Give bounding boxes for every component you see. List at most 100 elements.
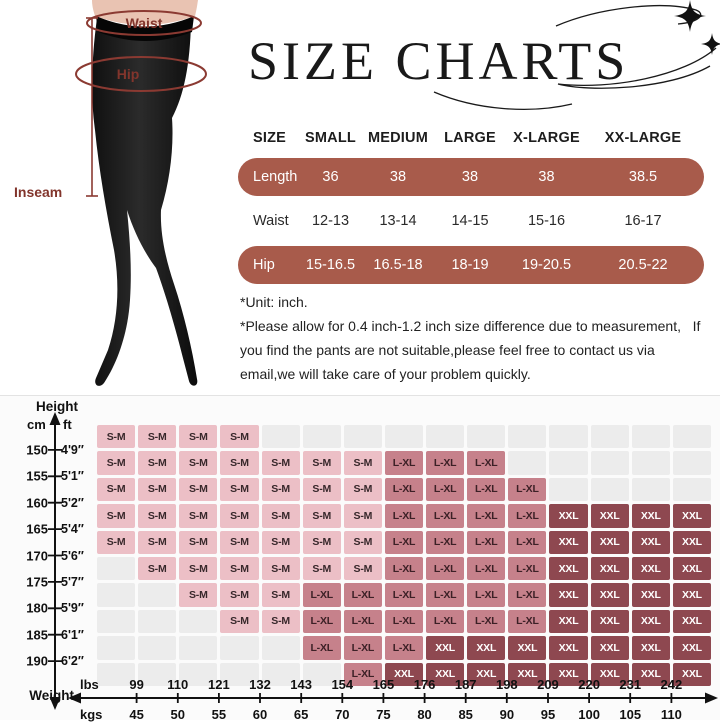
empty-cell xyxy=(590,425,629,449)
kgs-tick-label: 80 xyxy=(417,707,432,722)
size-cell-xxl: XXL xyxy=(549,609,588,634)
empty-cell xyxy=(220,636,259,660)
empty-cell xyxy=(97,662,136,686)
size-cell-sm: S-M xyxy=(179,425,218,449)
kgs-tick-label: 85 xyxy=(458,707,473,722)
cm-tick-label: 170 xyxy=(26,548,48,563)
size-cell-xxl: XXL xyxy=(672,530,711,554)
size-cell-xxl: XXL xyxy=(590,556,629,581)
size-chart-panel: Waist Hip Inseam SIZE CHARTS xyxy=(14,0,720,386)
weight-axis-title: Weight xyxy=(29,688,74,703)
sparkle-stars xyxy=(674,0,720,55)
lbs-tick-label: 154 xyxy=(331,677,354,692)
empty-cell xyxy=(179,609,218,634)
size-cell-xxl: XXL xyxy=(631,583,670,607)
size-table-cell: 14-15 xyxy=(451,213,489,229)
size-cell-xxl: XXL xyxy=(631,530,670,554)
size-cell-lxl: L-XL xyxy=(343,609,382,634)
size-table-col-header: X-LARGE xyxy=(513,130,580,146)
size-cell-xxl: XXL xyxy=(384,662,424,686)
height-weight-chart: Height cm ft S-M S-M S-M S-M S-M S-M S-M S-M S-M… xyxy=(0,395,720,722)
size-cell-xxl: XXL xyxy=(672,662,711,686)
size-cell-lxl: L-XL xyxy=(467,583,506,607)
size-table-col-header: SIZE xyxy=(253,130,287,146)
size-cell-sm: S-M xyxy=(220,609,259,634)
size-cell-xxl: XXL xyxy=(549,636,588,660)
ft-tick-label: 5'6″ xyxy=(61,548,84,563)
cm-unit-label: cm xyxy=(27,417,46,432)
lbs-tick-label: 110 xyxy=(167,677,189,692)
size-cell-lxl: L-XL xyxy=(426,477,465,502)
size-cell-lxl: L-XL xyxy=(302,583,341,607)
height-axis-title: Height xyxy=(36,399,78,414)
size-table-row-label: Hip xyxy=(253,257,275,273)
hip-measure-ellipse xyxy=(75,56,207,92)
cm-tick-label: 150 xyxy=(26,442,48,458)
size-cell-xxl: XXL xyxy=(590,662,629,686)
empty-cell xyxy=(179,636,218,660)
size-table-row: Hip 15-16.5 16.5-18 18-19 19-20.5 20.5-22 xyxy=(238,246,704,284)
kgs-tick-label: 95 xyxy=(540,707,556,722)
size-cell-lxl: L-XL xyxy=(426,451,465,475)
size-cell-xxl: XXL xyxy=(590,530,629,554)
tights-silhouette xyxy=(92,18,198,386)
size-table: SIZE SMALL MEDIUM LARGE X-LARGE XX-LARGE Leng… xyxy=(238,124,704,284)
weight-axis-ticks xyxy=(135,693,673,703)
sparkle-icon xyxy=(674,0,706,32)
size-table-row-label: Waist xyxy=(253,213,289,229)
size-cell-sm: S-M xyxy=(220,504,259,528)
size-cell-lxl: L-XL xyxy=(508,556,547,581)
size-cell-xxl: XXL xyxy=(631,609,670,634)
size-cell-sm: S-M xyxy=(220,556,259,581)
legs-illustration: Waist Hip Inseam xyxy=(14,0,207,386)
height-weight-grid: S-M S-M S-M S-M S-M S-M S-M S-M S-M S-M S-M L-XL L-X… xyxy=(97,425,711,686)
cm-tick-label: 155 xyxy=(26,468,48,484)
swoosh-top xyxy=(555,4,702,27)
size-cell-sm: S-M xyxy=(302,556,341,581)
empty-cell xyxy=(549,451,588,475)
kgs-tick-label: 65 xyxy=(293,707,309,722)
size-cell-lxl: L-XL xyxy=(343,636,382,660)
ft-tick-label: 5'9″ xyxy=(61,601,84,616)
size-cell-xxl: XXL xyxy=(672,556,711,581)
size-table-cell: 38 xyxy=(538,169,555,185)
size-cell-sm: S-M xyxy=(97,530,136,554)
size-cell-sm: S-M xyxy=(97,504,136,528)
lbs-tick-label: 198 xyxy=(495,677,518,692)
size-cell-xxl: XXL xyxy=(549,583,588,607)
title-area: SIZE CHARTS xyxy=(238,0,720,118)
size-cell-lxl: L-XL xyxy=(426,609,465,634)
empty-cell xyxy=(97,583,136,607)
empty-cell xyxy=(97,636,136,660)
empty-cell xyxy=(138,662,177,686)
empty-cell xyxy=(590,477,629,502)
size-cell-sm: S-M xyxy=(302,530,341,554)
lbs-tick-label: 187 xyxy=(454,677,477,692)
right-arrow-icon xyxy=(705,692,718,704)
ft-tick-label: 5'4″ xyxy=(61,522,84,537)
size-cell-sm: S-M xyxy=(302,477,341,502)
empty-cell xyxy=(549,425,588,449)
kgs-tick-label: 55 xyxy=(211,707,227,722)
empty-cell xyxy=(672,477,711,502)
size-cell-sm: S-M xyxy=(179,530,218,554)
waist-label: Waist xyxy=(126,15,163,31)
page-title: SIZE CHARTS xyxy=(248,31,630,91)
size-cell-sm: S-M xyxy=(179,504,218,528)
cm-tick-label: 180 xyxy=(26,600,48,616)
size-cell-lxl: L-XL xyxy=(508,504,547,528)
kgs-tick-label: 90 xyxy=(499,707,515,722)
empty-cell xyxy=(672,451,711,475)
lbs-tick-label: 121 xyxy=(208,677,230,692)
size-cell-lxl: L-XL xyxy=(467,556,506,581)
lbs-tick-label: 165 xyxy=(372,677,395,692)
size-cell-lxl: L-XL xyxy=(426,530,465,554)
size-cell-lxl: L-XL xyxy=(343,662,382,686)
size-cell-xxl: XXL xyxy=(426,636,465,660)
size-cell-sm: S-M xyxy=(97,451,136,475)
empty-cell xyxy=(631,477,670,502)
size-cell-xxl: XXL xyxy=(549,530,588,554)
ft-tick-label: 4'9″ xyxy=(61,442,84,457)
empty-cell xyxy=(220,662,259,686)
